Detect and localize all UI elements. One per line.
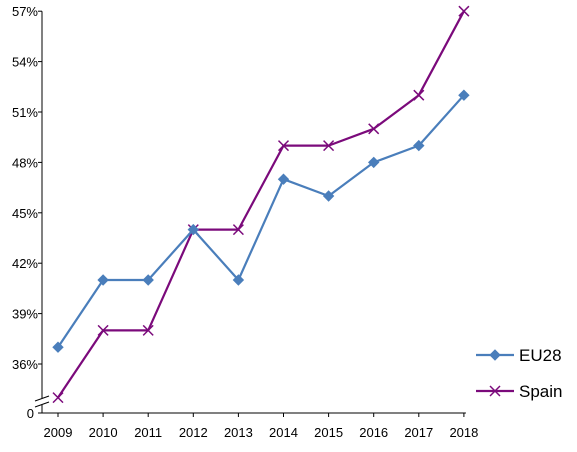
x-tick-label: 2009	[44, 425, 73, 440]
data-point-cross	[368, 123, 380, 135]
marker-stroke	[52, 392, 64, 404]
y-tick-label: 39%	[12, 307, 38, 322]
data-point-cross	[277, 140, 290, 152]
legend-item-eu28: EU28	[476, 346, 562, 365]
x-tick-label: 2013	[224, 425, 253, 440]
marker-stroke	[232, 224, 244, 236]
y-origin-label: 0	[27, 406, 34, 421]
data-point-diamond	[142, 274, 154, 286]
legend-item-spain: Spain	[476, 382, 562, 401]
data-point-diamond	[458, 89, 470, 101]
legend-label: Spain	[519, 382, 562, 401]
data-point-diamond	[187, 223, 200, 236]
data-point-diamond	[322, 190, 335, 202]
marker-stroke	[489, 385, 501, 397]
x-tick-label: 2015	[314, 425, 343, 440]
y-tick-label: 54%	[12, 55, 38, 70]
data-point-cross	[52, 392, 64, 404]
marker-stroke	[458, 5, 470, 17]
data-point-cross	[323, 140, 335, 152]
data-point-diamond	[97, 274, 109, 286]
data-point-diamond	[52, 341, 64, 353]
axis-ticks: 36% 39% 42% 45% 48% 51% 54% 57% 0 2009 2010 2011 201…	[12, 4, 478, 440]
x-tick-label: 2010	[89, 425, 118, 440]
series-line	[57, 94, 465, 348]
data-point-cross	[458, 5, 470, 17]
y-tick-label: 45%	[12, 206, 38, 221]
legend-marker-cross	[489, 385, 501, 397]
data-point-cross	[97, 324, 109, 336]
axis-break-mark	[34, 401, 50, 408]
x-tick-label: 2014	[269, 425, 298, 440]
data-point-diamond	[232, 274, 245, 286]
x-tick-label: 2018	[449, 425, 478, 440]
chart-series	[52, 5, 470, 404]
marker-stroke	[413, 89, 425, 101]
series-eu28	[52, 89, 470, 353]
legend-marker-diamond	[489, 349, 501, 361]
marker-stroke	[277, 140, 290, 152]
marker-stroke	[323, 140, 335, 152]
series-spain	[52, 5, 470, 404]
x-tick-label: 2017	[404, 425, 433, 440]
x-tick-label: 2012	[179, 425, 208, 440]
y-tick-label: 51%	[12, 105, 38, 120]
chart-axes	[34, 11, 466, 414]
x-tick-label: 2016	[359, 425, 388, 440]
data-point-diamond	[413, 139, 425, 152]
y-tick-label: 48%	[12, 155, 38, 170]
y-tick-label: 42%	[12, 256, 38, 271]
chart-legend: EU28 Spain	[476, 346, 562, 401]
marker-stroke	[97, 324, 109, 336]
y-tick-label: 36%	[12, 357, 38, 372]
data-point-cross	[232, 224, 244, 236]
data-point-diamond	[367, 156, 380, 169]
series-line	[57, 10, 465, 399]
data-point-cross	[413, 89, 425, 101]
y-tick-label: 57%	[12, 4, 38, 19]
x-tick-label: 2011	[134, 425, 162, 440]
data-point-diamond	[277, 173, 290, 185]
data-point-cross	[142, 324, 154, 336]
marker-stroke	[368, 123, 380, 135]
marker-stroke	[142, 324, 154, 336]
axis-break-mark	[34, 395, 50, 402]
legend-label: EU28	[519, 346, 562, 365]
axis-break-gap	[36, 398, 48, 405]
